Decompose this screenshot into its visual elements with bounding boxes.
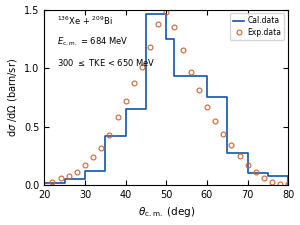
Text: 300 $\leq$ TKE < 650 MeV: 300 $\leq$ TKE < 650 MeV (56, 57, 155, 68)
X-axis label: $\theta_{\mathrm{c.m.}}$ (deg): $\theta_{\mathrm{c.m.}}$ (deg) (138, 205, 195, 219)
Text: $^{136}$Xe + $^{209}$Bi: $^{136}$Xe + $^{209}$Bi (56, 15, 112, 27)
Y-axis label: d$\sigma$ /d$\Omega$ (barn/sr): d$\sigma$ /d$\Omega$ (barn/sr) (6, 58, 19, 137)
Legend: Cal.data, Exp.data: Cal.data, Exp.data (230, 13, 284, 40)
Text: $E_{\mathrm{c.m.}}$ = 684 MeV: $E_{\mathrm{c.m.}}$ = 684 MeV (56, 36, 128, 48)
